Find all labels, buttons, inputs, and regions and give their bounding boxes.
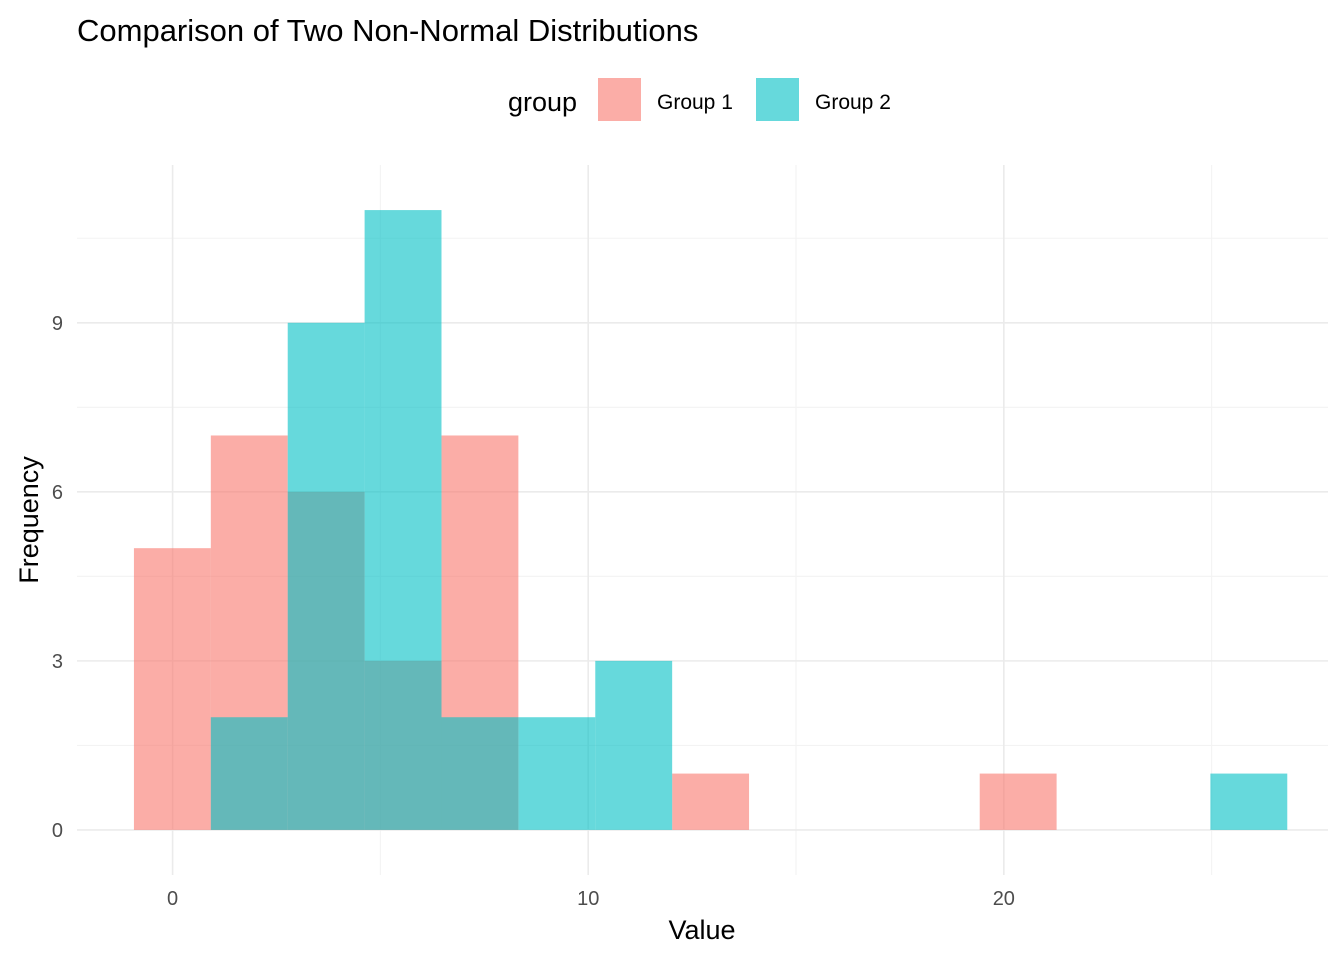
y-tick-label: 3	[52, 651, 63, 673]
legend-swatch-group-2	[756, 78, 799, 121]
x-axis-ticks: 0 10 20	[167, 888, 1015, 910]
legend-swatch-group-1	[598, 78, 641, 121]
histogram-bar	[287, 322, 365, 830]
y-tick-label: 6	[52, 482, 63, 504]
histogram-bar	[518, 717, 596, 830]
histogram-bar	[595, 660, 673, 830]
legend: group Group 1 Group 2	[508, 78, 891, 121]
histogram-bar	[672, 773, 750, 830]
y-axis-ticks: 0 3 6 9	[52, 313, 63, 842]
series-2	[210, 210, 1288, 830]
x-tick-label: 0	[167, 888, 178, 910]
chart-title: Comparison of Two Non-Normal Distributio…	[77, 13, 698, 48]
legend-label-group-2: Group 2	[815, 91, 891, 114]
histogram-bar	[979, 773, 1057, 830]
y-axis-title: Frequency	[14, 456, 44, 584]
histogram-bar	[441, 717, 519, 830]
y-tick-label: 0	[52, 820, 63, 842]
legend-label-group-1: Group 1	[657, 91, 733, 114]
histogram-bar	[364, 210, 442, 830]
histogram-bar	[133, 548, 211, 830]
histogram-bar	[1210, 773, 1288, 830]
histogram-bar	[210, 717, 288, 830]
bars	[133, 210, 1288, 830]
x-axis-title: Value	[668, 915, 735, 945]
x-tick-label: 10	[577, 888, 599, 910]
x-tick-label: 20	[993, 888, 1015, 910]
y-tick-label: 9	[52, 313, 63, 335]
legend-title: group	[508, 87, 577, 117]
